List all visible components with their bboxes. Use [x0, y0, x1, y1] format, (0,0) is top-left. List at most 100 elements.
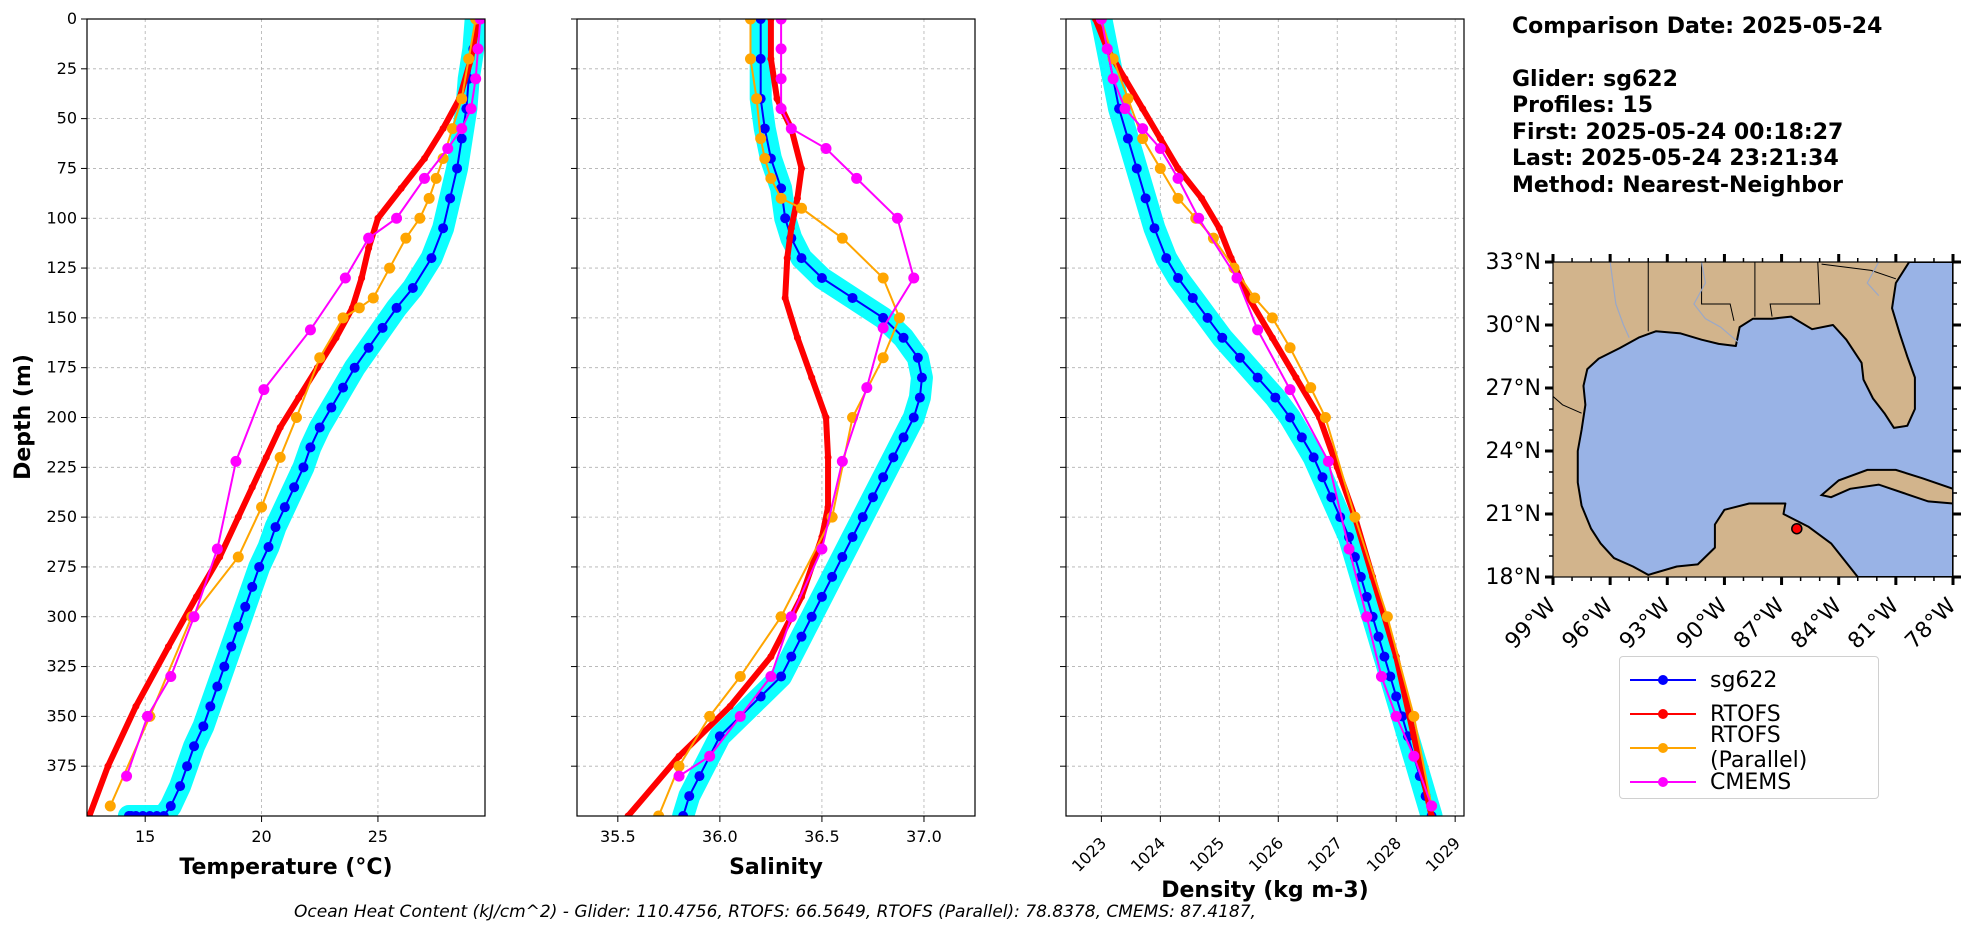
point-rtofs [808, 374, 816, 382]
point-glider [776, 671, 787, 682]
point-cmems [1137, 123, 1149, 135]
state-border [1821, 263, 1897, 280]
point-rtofs [624, 812, 632, 816]
point-glider [796, 631, 807, 642]
y-tick-label: 375 [46, 756, 77, 775]
point-glider [776, 183, 787, 194]
point-rtofs [783, 254, 791, 262]
legend-swatch-glider [1630, 675, 1696, 685]
point-rtofs [164, 643, 172, 651]
legend-label-rtofs: RTOFS [1710, 701, 1781, 727]
x-axis-label: Salinity [729, 855, 823, 880]
point-glider [796, 253, 807, 264]
point-glider [827, 571, 838, 582]
point-cmems [472, 43, 484, 55]
point-rtofs_parallel [456, 93, 468, 105]
point-rtofs_parallel [1172, 192, 1184, 204]
y-tick-label: 25 [57, 59, 77, 78]
lon-label: 84°W [1786, 593, 1847, 654]
point-glider [755, 19, 766, 24]
point-rtofs_parallel [1319, 412, 1331, 423]
legend-swatch-rtofs-parallel [1630, 743, 1696, 753]
point-glider [1296, 432, 1307, 443]
point-rtofs_parallel [893, 312, 905, 324]
point-cmems [775, 103, 787, 115]
point-rtofs_parallel [877, 272, 889, 284]
point-glider [914, 392, 925, 403]
series-line-rtofs [625, 19, 832, 816]
point-rtofs [798, 164, 806, 172]
point-rtofs_parallel [704, 710, 716, 722]
point-glider [1140, 193, 1151, 204]
point-glider [326, 402, 337, 413]
point-rtofs_parallel [290, 412, 302, 423]
lat-label: 30°N [1486, 313, 1541, 338]
point-rtofs_parallel [775, 611, 787, 623]
river [1866, 262, 1880, 297]
point-cmems [1252, 324, 1264, 336]
point-rtofs [781, 294, 789, 302]
point-glider [816, 273, 827, 284]
point-glider [847, 532, 858, 543]
x-tick-label: 1024 [1127, 833, 1169, 875]
x-tick-label: 25 [368, 827, 388, 846]
point-glider [1122, 133, 1133, 144]
point-rtofs [104, 762, 112, 770]
point-glider [247, 581, 258, 592]
point-glider [305, 442, 316, 453]
x-axis-label: Temperature (°C) [179, 855, 392, 880]
point-glider [165, 801, 176, 812]
point-rtofs [773, 95, 781, 103]
point-rtofs [1268, 334, 1276, 342]
point-glider [1202, 312, 1213, 323]
legend-swatch-cmems [1630, 777, 1696, 787]
point-cmems [142, 710, 154, 722]
y-tick-label: 325 [46, 657, 77, 676]
point-rtofs_parallel [437, 152, 449, 164]
point-glider [219, 661, 230, 672]
point-glider [1379, 651, 1390, 662]
x-tick-label: 37.0 [906, 827, 942, 846]
point-rtofs_parallel [463, 53, 475, 65]
lon-label: 99°W [1501, 593, 1562, 654]
point-cmems [734, 710, 746, 722]
point-rtofs [234, 513, 242, 521]
point-rtofs [276, 423, 284, 431]
series-line-cmems [1100, 19, 1433, 807]
method: Method: Nearest-Neighbor [1512, 172, 1843, 198]
point-glider [1308, 452, 1319, 463]
point-cmems [851, 172, 863, 184]
point-rtofs [332, 334, 340, 342]
lon-label: 78°W [1901, 593, 1962, 654]
point-rtofs [1410, 732, 1418, 740]
point-glider [205, 701, 216, 712]
profile-count: Profiles: 15 [1512, 93, 1654, 118]
point-glider [898, 332, 909, 343]
point-glider [1252, 372, 1263, 383]
point-rtofs [787, 224, 795, 232]
lon-label: 93°W [1615, 593, 1676, 654]
point-glider [1234, 352, 1245, 363]
point-glider [1270, 392, 1281, 403]
point-cmems [339, 272, 351, 284]
point-cmems [877, 322, 889, 334]
point-rtofs [1215, 224, 1223, 232]
point-glider [189, 741, 200, 752]
point-cmems [861, 382, 873, 394]
x-tick-label: 15 [135, 827, 155, 846]
point-glider [1326, 492, 1337, 503]
point-rtofs_parallel [796, 202, 808, 214]
point-rtofs [675, 752, 683, 760]
point-glider [786, 651, 797, 662]
point-glider [684, 791, 695, 802]
x-tick-label: 36.0 [702, 827, 738, 846]
point-rtofs [1156, 135, 1164, 143]
x-tick-label: 1026 [1245, 833, 1287, 875]
point-rtofs [767, 653, 775, 661]
point-cmems [474, 19, 485, 25]
lat-label: 27°N [1486, 376, 1541, 401]
point-rtofs_parallel [423, 192, 435, 204]
profile-panel-0: 0 25 50 75 100 125 150 175 200 225 250 275 300 325 350… [11, 9, 486, 880]
point-glider [916, 372, 927, 383]
point-glider [780, 213, 791, 224]
